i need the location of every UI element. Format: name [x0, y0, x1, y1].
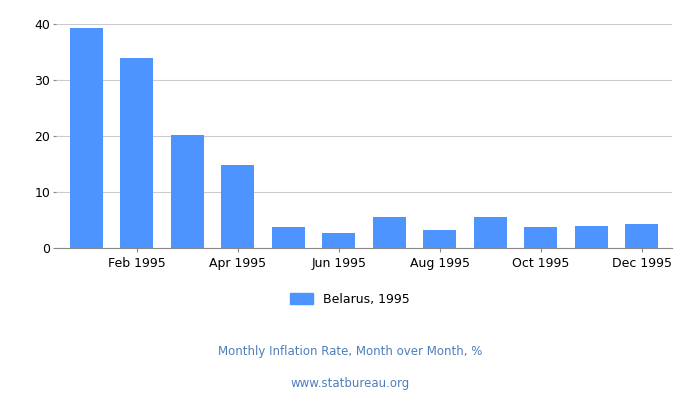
Bar: [171, 136, 204, 248]
Bar: [575, 226, 608, 248]
Legend: Belarus, 1995: Belarus, 1995: [290, 293, 410, 306]
Bar: [524, 227, 557, 248]
Bar: [373, 217, 406, 248]
Bar: [474, 217, 507, 248]
Bar: [70, 28, 103, 248]
Bar: [221, 164, 254, 248]
Bar: [625, 224, 658, 248]
Bar: [424, 230, 456, 248]
Text: www.statbureau.org: www.statbureau.org: [290, 378, 410, 390]
Bar: [272, 227, 304, 248]
Bar: [120, 58, 153, 248]
Bar: [322, 233, 355, 248]
Text: Monthly Inflation Rate, Month over Month, %: Monthly Inflation Rate, Month over Month…: [218, 346, 482, 358]
